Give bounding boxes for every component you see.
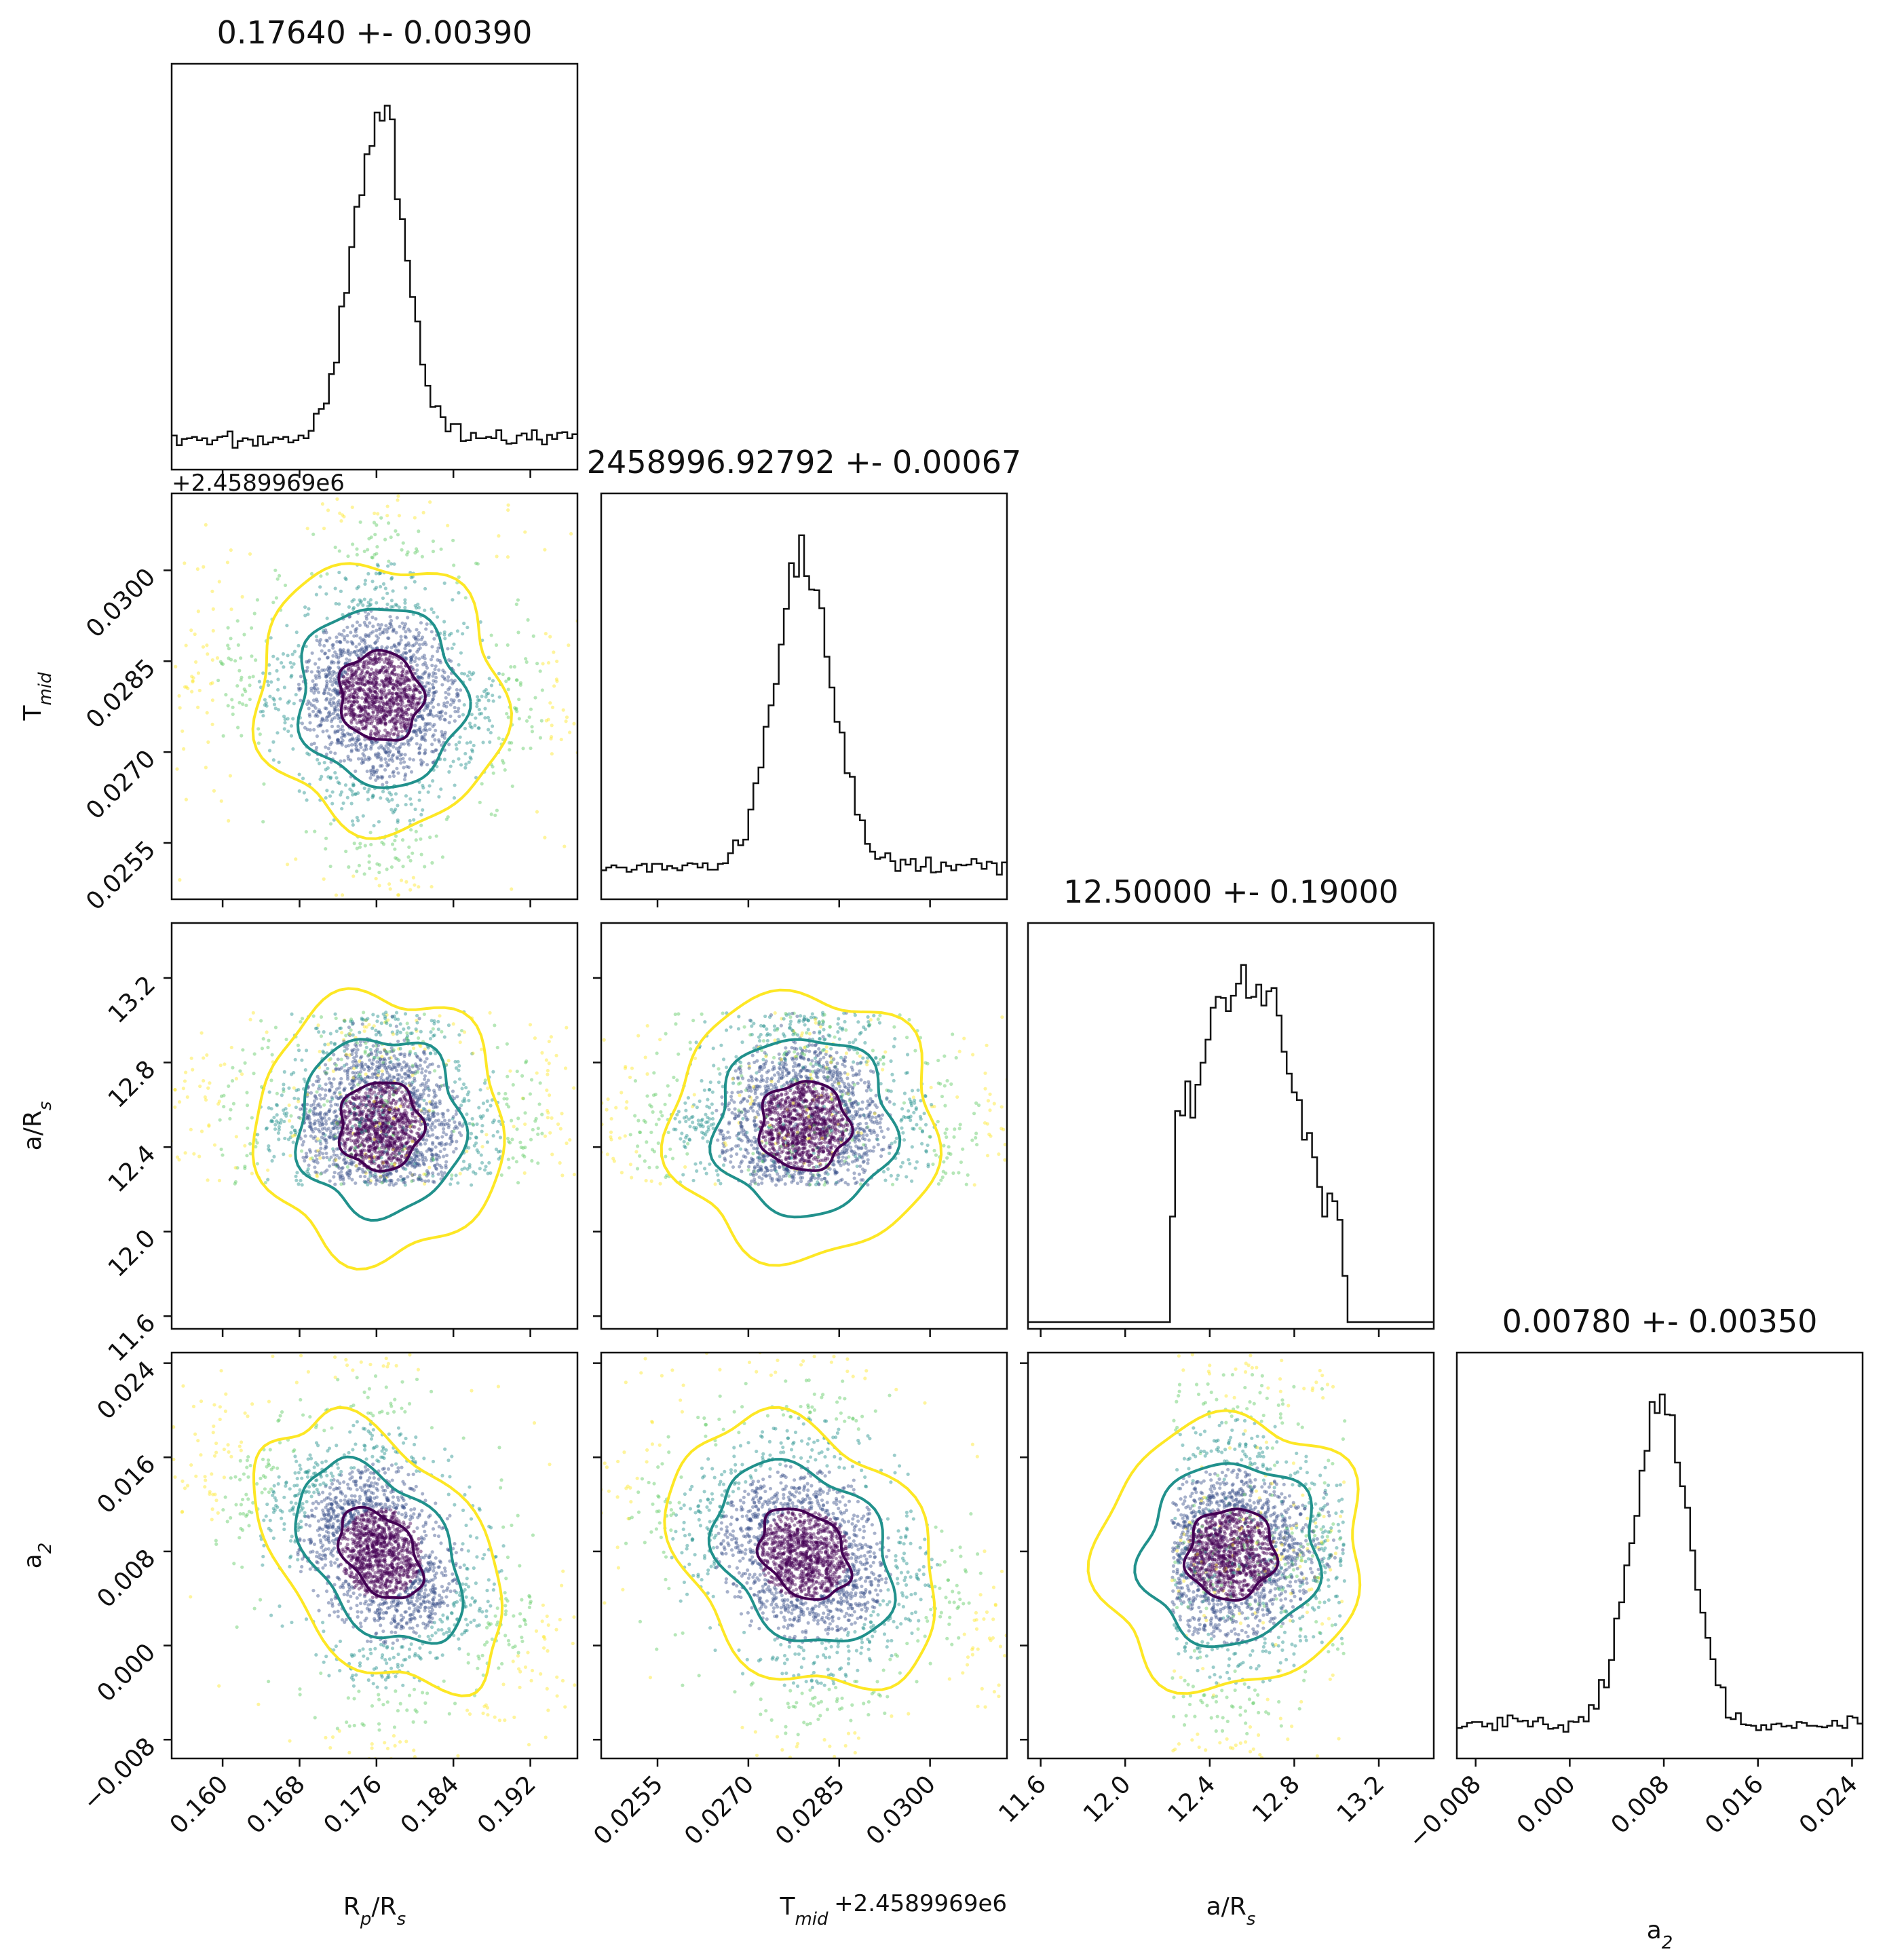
contour-2sigma <box>296 607 472 789</box>
x-tick-label-a2: 0.000 <box>1512 1770 1581 1839</box>
histogram-a/Rs <box>1028 964 1434 1323</box>
y-axis-label-Tmid: Tmid <box>19 672 56 721</box>
panel-frame <box>170 1351 579 1760</box>
histogram-Rp/Rs <box>172 105 577 449</box>
x-tick-label-Rp/Rs: 0.176 <box>318 1770 387 1839</box>
panel-Rp/Rs-vs-Tmid <box>170 492 579 901</box>
panel-frame <box>600 1351 1008 1760</box>
y-tick-label-a2: 0.024 <box>92 1356 161 1425</box>
scatter-points <box>601 1353 1007 1758</box>
y-tick-label-a/Rs: 11.6 <box>103 1309 161 1368</box>
contour-3sigma <box>1086 1409 1362 1695</box>
x-tick-label-Rp/Rs: 0.168 <box>242 1770 311 1839</box>
contour-2sigma <box>708 1038 902 1219</box>
panel-frame <box>600 922 1008 1330</box>
contour-1sigma <box>757 1080 854 1172</box>
contour-3sigma <box>660 988 943 1267</box>
x-axis-label-Tmid: Tmid <box>779 1893 829 1929</box>
histogram-Tmid <box>601 534 1007 876</box>
title-Tmid: 2458996.92792 +- 0.00067 <box>587 444 1021 481</box>
y-tick-label-a2: 0.000 <box>92 1638 161 1708</box>
panel-Tmid-vs-a2 <box>600 1351 1008 1760</box>
contour-1sigma <box>337 649 427 742</box>
scatter-points <box>1086 1353 1362 1758</box>
x-tick-label-Tmid: 0.0300 <box>861 1770 941 1850</box>
x-axis-label-a/Rs: a/Rs <box>1206 1893 1256 1929</box>
x-tick-label-Rp/Rs: 0.192 <box>472 1770 541 1839</box>
x-tick-label-Rp/Rs: 0.184 <box>396 1770 465 1839</box>
diag-frame-Tmid <box>600 492 1008 901</box>
scatter-points <box>172 1353 577 1758</box>
contour-2sigma <box>294 1038 470 1222</box>
contour-2sigma <box>1133 1462 1324 1649</box>
contour-2sigma <box>294 1455 465 1645</box>
x-tick-label-a/Rs: 12.0 <box>1078 1770 1137 1828</box>
x-tick-label-a/Rs: 12.4 <box>1163 1770 1221 1828</box>
x-tick-label-Tmid: 0.0270 <box>679 1770 759 1850</box>
contour-3sigma <box>252 1406 504 1697</box>
y-tick-label-a2: −0.008 <box>77 1733 161 1816</box>
x-tick-label-Tmid: 0.0285 <box>770 1770 850 1850</box>
panel-frame <box>1027 1351 1435 1760</box>
histogram-a2 <box>1457 1393 1863 1733</box>
panel-Tmid-vs-a/Rs <box>600 922 1008 1330</box>
panel-a/Rs-vs-a2 <box>1027 1351 1435 1760</box>
y-tick-label-a/Rs: 12.0 <box>103 1224 161 1283</box>
y-tick-label-a2: 0.016 <box>92 1450 161 1520</box>
title-a/Rs: 12.50000 +- 0.19000 <box>1063 873 1398 910</box>
scatter-points <box>172 987 576 1271</box>
diag-frame-Rp/Rs <box>170 62 579 471</box>
y-offset-text-Tmid: +2.4589969e6 <box>172 470 345 497</box>
x-tick-label-a2: −0.008 <box>1403 1770 1487 1853</box>
x-axis-label-a2: a2 <box>1647 1917 1673 1953</box>
scatter-points <box>601 988 1007 1267</box>
y-tick-label-a/Rs: 12.8 <box>103 1055 161 1114</box>
panel-frame <box>170 922 579 1330</box>
panels-layer <box>164 62 1864 1767</box>
diag-frame-a2 <box>1455 1351 1864 1760</box>
contour-1sigma <box>336 1505 426 1600</box>
panel-frame <box>170 492 579 901</box>
x-axis-label-Rp/Rs: Rp/Rs <box>343 1893 406 1929</box>
contour-3sigma <box>251 562 514 840</box>
title-Rp/Rs: 0.17640 +- 0.00390 <box>217 14 533 51</box>
x-tick-label-a2: 0.024 <box>1794 1770 1863 1839</box>
y-axis-label-a/Rs: a/Rs <box>19 1102 56 1151</box>
x-tick-label-Rp/Rs: 0.160 <box>165 1770 234 1839</box>
y-tick-label-a/Rs: 12.4 <box>103 1140 161 1199</box>
x-tick-label-a2: 0.008 <box>1606 1770 1675 1839</box>
y-axis-label-a2: a2 <box>19 1543 56 1569</box>
x-tick-label-a2: 0.016 <box>1700 1770 1769 1839</box>
y-tick-label-a2: 0.008 <box>92 1544 161 1613</box>
x-tick-label-a/Rs: 11.6 <box>993 1770 1052 1828</box>
labels-layer: 0.17640 +- 0.00390 2458996.92792 +- 0.000… <box>19 14 1863 1953</box>
x-tick-label-Tmid: 0.0255 <box>588 1770 668 1850</box>
contour-1sigma <box>337 1081 427 1173</box>
y-tick-label-Tmid: 0.0285 <box>81 654 161 734</box>
panel-Rp/Rs-vs-a/Rs <box>170 922 579 1330</box>
contour-3sigma <box>251 987 506 1271</box>
y-tick-label-Tmid: 0.0300 <box>81 563 161 643</box>
contour-3sigma <box>663 1406 936 1691</box>
title-a2: 0.00780 +- 0.00350 <box>1502 1303 1818 1340</box>
diag-frame-a/Rs <box>1027 922 1435 1330</box>
x-offset-text-Tmid: +2.4589969e6 <box>834 1890 1007 1917</box>
y-tick-label-Tmid: 0.0255 <box>81 835 161 916</box>
x-tick-label-a/Rs: 12.8 <box>1247 1770 1306 1828</box>
contour-2sigma <box>707 1458 897 1643</box>
y-tick-label-a/Rs: 13.2 <box>103 971 161 1029</box>
x-tick-label-a/Rs: 13.2 <box>1332 1770 1390 1828</box>
contour-1sigma <box>1182 1507 1280 1602</box>
scatter-points <box>172 494 577 899</box>
contour-1sigma <box>755 1507 854 1601</box>
y-tick-label-Tmid: 0.0270 <box>81 745 161 825</box>
panel-Rp/Rs-vs-a2 <box>170 1351 579 1760</box>
